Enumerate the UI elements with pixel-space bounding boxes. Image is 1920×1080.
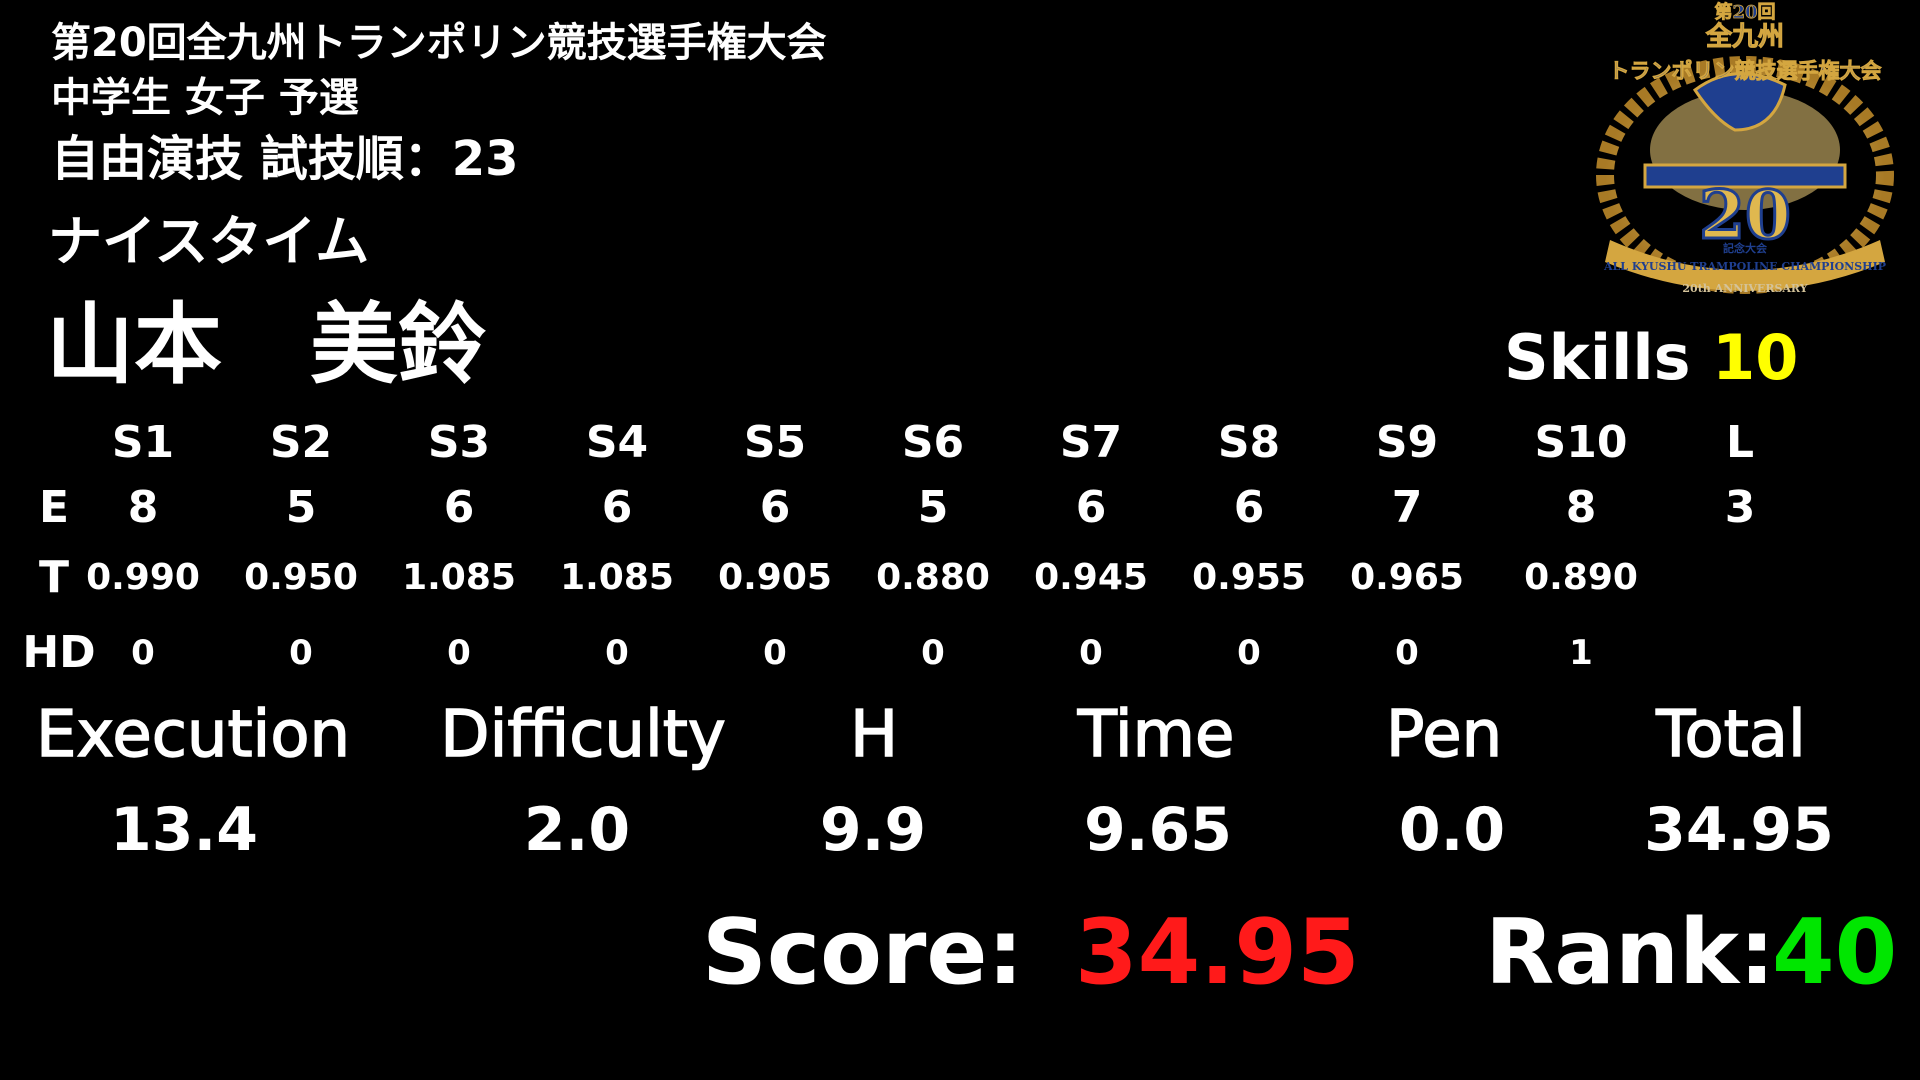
column-header: S3	[427, 417, 491, 468]
row-label: T	[38, 552, 70, 603]
rank-label: Rank:	[1485, 900, 1775, 1005]
table-cell: 0	[289, 633, 313, 673]
table-cell: 0	[763, 633, 787, 673]
skills-indicator: Skills 10	[1504, 327, 1798, 389]
table-cell: 0.950	[244, 557, 358, 598]
skills-label: Skills	[1504, 321, 1691, 394]
column-header: S9	[1375, 417, 1439, 468]
table-cell: 0.880	[876, 557, 990, 598]
logo-line3: トランポリン競技選手権大会	[1609, 58, 1882, 83]
athlete-name: 山本 美鈴	[46, 293, 487, 396]
table-cell: 6	[443, 482, 475, 533]
club-name: ナイスタイム	[48, 210, 370, 273]
table-cell: 0.945	[1034, 557, 1148, 598]
summary-label: Time	[1077, 698, 1235, 772]
column-header: S4	[585, 417, 649, 468]
table-cell: 0	[605, 633, 629, 673]
table-cell: 0	[1237, 633, 1261, 673]
column-header: L	[1725, 417, 1755, 468]
table-cell: 0	[921, 633, 945, 673]
table-cell: 0.955	[1192, 557, 1306, 598]
summary-value: 13.4	[109, 795, 259, 865]
table-cell: 1.085	[402, 557, 516, 598]
summary-value: 9.9	[819, 795, 927, 865]
table-cell: 8	[1565, 482, 1597, 533]
table-cell: 0.965	[1350, 557, 1464, 598]
table-cell: 5	[917, 482, 949, 533]
rank-value: 40	[1772, 900, 1898, 1005]
column-header: S2	[269, 417, 333, 468]
row-label: E	[38, 482, 70, 533]
summary-label: Execution	[35, 698, 351, 772]
table-cell: 1.085	[560, 557, 674, 598]
column-header: S5	[743, 417, 807, 468]
row-label: HD	[22, 627, 96, 678]
table-cell: 0.990	[86, 557, 200, 598]
score-value: 34.95	[1075, 900, 1360, 1005]
summary-label: H	[849, 698, 899, 772]
logo-ribbon: ALL KYUSHU TRAMPOLINE CHAMPIONSHIP	[1603, 260, 1886, 273]
table-cell: 6	[1233, 482, 1265, 533]
table-cell: 0	[1079, 633, 1103, 673]
table-cell: 1	[1569, 633, 1593, 673]
summary-label: Total	[1656, 698, 1807, 772]
event-title: 第20回全九州トランポリン競技選手権大会	[51, 20, 827, 66]
column-header: S8	[1217, 417, 1281, 468]
logo-sub: 記念大会	[1723, 241, 1768, 255]
table-cell: 5	[285, 482, 317, 533]
table-cell: 8	[127, 482, 159, 533]
column-header: S6	[901, 417, 965, 468]
logo-line2: 全九州	[1705, 21, 1784, 52]
table-cell: 6	[601, 482, 633, 533]
column-header: S10	[1534, 417, 1628, 468]
summary-value: 9.65	[1083, 795, 1233, 865]
table-cell: 0	[447, 633, 471, 673]
table-cell: 3	[1724, 482, 1756, 533]
logo-line1: 第20回	[1714, 1, 1775, 23]
logo-number: 20	[1699, 176, 1791, 254]
table-cell: 0.905	[718, 557, 832, 598]
table-cell: 0.890	[1524, 557, 1638, 598]
column-header: S7	[1059, 417, 1123, 468]
table-cell: 6	[759, 482, 791, 533]
skills-count: 10	[1712, 321, 1799, 394]
championship-logo: 第20回 全九州 トランポリン競技選手権大会 20 記念大会 ALL KYUSH…	[1596, 1, 1894, 295]
routine-label: 自由演技 試技順：23	[51, 131, 519, 187]
summary-value: 0.0	[1398, 795, 1506, 865]
category-label: 中学生 女子 予選	[51, 75, 359, 121]
table-cell: 0	[1395, 633, 1419, 673]
logo-anniversary: 20th ANNIVERSARY	[1682, 282, 1807, 295]
table-cell: 0	[131, 633, 155, 673]
summary-value: 34.95	[1644, 795, 1834, 865]
summary-label: Difficulty	[440, 698, 727, 772]
summary-label: Pen	[1385, 698, 1503, 772]
column-header: S1	[111, 417, 175, 468]
score-label: Score:	[702, 900, 1024, 1005]
summary-value: 2.0	[523, 795, 631, 865]
table-cell: 7	[1391, 482, 1423, 533]
table-cell: 6	[1075, 482, 1107, 533]
